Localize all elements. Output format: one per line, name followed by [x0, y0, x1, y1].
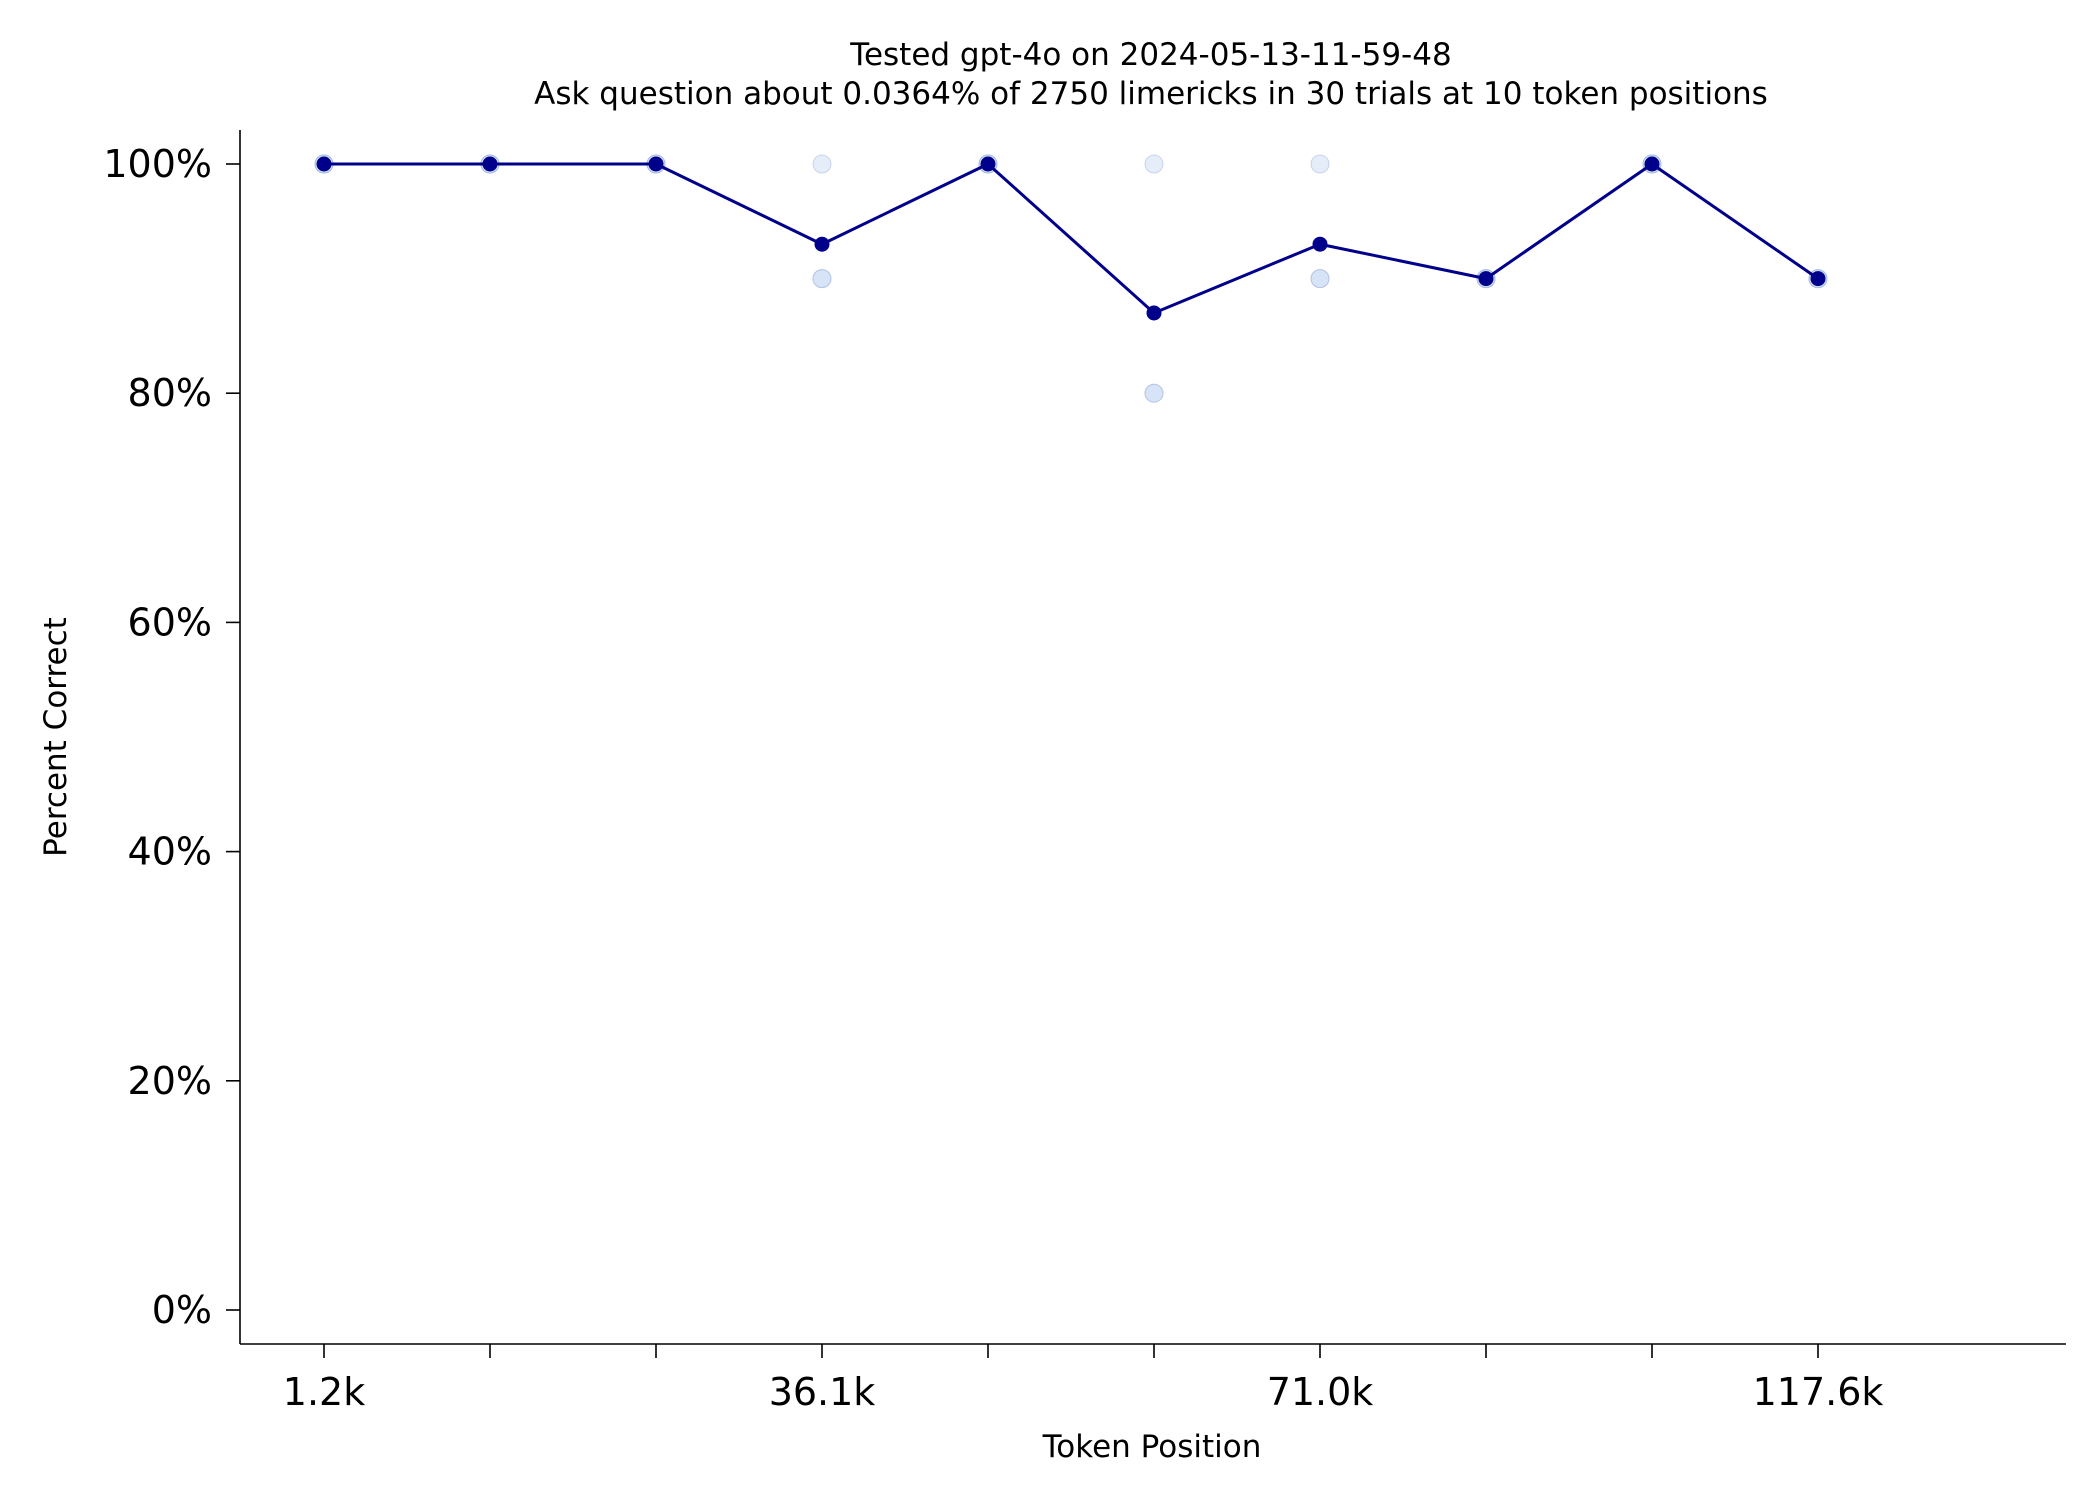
y-tick-label: 40%	[128, 830, 212, 874]
trial-point	[1144, 383, 1164, 403]
x-axis-ticks: 1.2k 36.1k 71.0k 117.6k	[283, 1344, 1884, 1414]
y-tick-label: 0%	[152, 1288, 212, 1332]
mean-data-point	[316, 156, 332, 172]
y-tick-label: 20%	[128, 1059, 212, 1103]
trial-point	[1310, 154, 1330, 174]
chart-title: Tested gpt-4o on 2024-05-13-11-59-48	[849, 37, 1451, 73]
mean-series-layer	[324, 162, 1819, 315]
x-tick-label: 117.6k	[1753, 1370, 1884, 1414]
y-axis-ticks: 0% 20% 40% 60% 80% 100%	[103, 142, 240, 1332]
y-tick-label: 100%	[103, 142, 212, 186]
mean-series-line	[324, 162, 1819, 315]
trial-points-layer	[314, 154, 1828, 403]
mean-data-point	[1146, 305, 1162, 321]
trial-point	[812, 154, 832, 174]
mean-data-point	[1644, 156, 1660, 172]
y-tick-label: 80%	[128, 371, 212, 415]
mean-markers-layer	[316, 156, 1826, 321]
mean-data-point	[814, 236, 830, 252]
y-tick-label: 60%	[128, 600, 212, 644]
mean-data-point	[1478, 271, 1494, 287]
trial-point	[1310, 269, 1330, 289]
trial-point	[812, 269, 832, 289]
mean-data-point	[980, 156, 996, 172]
mean-data-point	[648, 156, 664, 172]
y-axis-label: Percent Correct	[38, 617, 74, 857]
x-axis-label: Token Position	[1042, 1429, 1262, 1465]
mean-data-point	[482, 156, 498, 172]
chart-subtitle: Ask question about 0.0364% of 2750 limer…	[534, 76, 1768, 112]
mean-data-point	[1810, 271, 1826, 287]
trial-point	[1144, 154, 1164, 174]
mean-data-point	[1312, 236, 1328, 252]
x-tick-label: 1.2k	[283, 1370, 365, 1414]
x-tick-label: 36.1k	[769, 1370, 876, 1414]
x-tick-label: 71.0k	[1267, 1370, 1374, 1414]
